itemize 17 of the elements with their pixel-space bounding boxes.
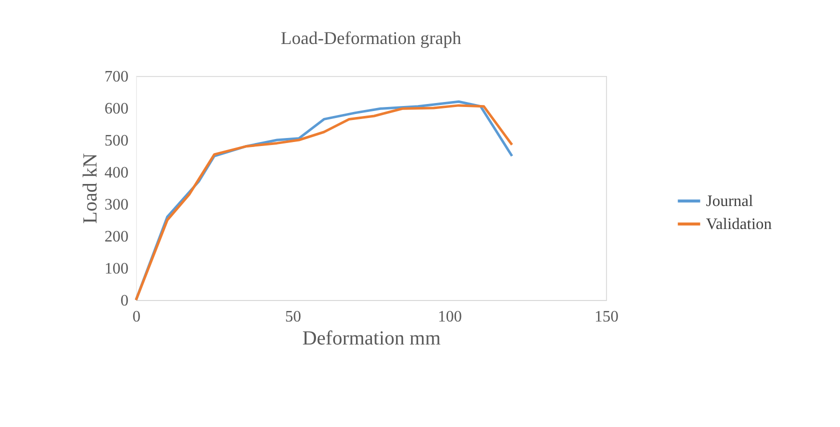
legend-label: Validation [706,216,772,233]
y-axis-title: Load kN [80,153,102,224]
legend-label: Journal [706,193,754,210]
x-tick-label: 0 [132,308,140,326]
y-tick-label: 0 [120,292,128,310]
y-tick-label: 200 [104,228,128,246]
y-tick-label: 700 [104,68,128,86]
y-tick-label: 500 [104,132,128,150]
chart-title: Load-Deformation graph [280,28,462,48]
x-tick-label: 150 [594,308,618,326]
y-tick-label: 400 [104,164,128,182]
y-tick-label: 600 [104,100,128,118]
y-tick-label: 100 [104,260,128,278]
y-tick-label: 300 [104,196,128,214]
x-tick-label: 50 [285,308,302,326]
x-axis-title: Deformation mm [302,328,442,350]
x-tick-label: 100 [438,308,462,326]
